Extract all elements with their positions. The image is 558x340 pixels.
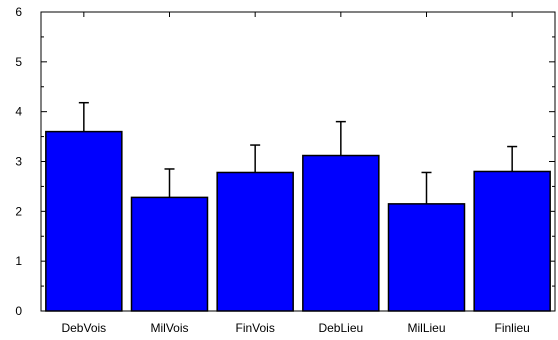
y-tick-label-4: 4 xyxy=(15,105,22,119)
x-tick-label-MilVois: MilVois xyxy=(150,321,188,335)
y-tick-label-5: 5 xyxy=(15,55,22,69)
x-axis: DebVois MilVois FinVois DebLieu MilLieu Finli… xyxy=(61,12,530,335)
bar-FinVois xyxy=(216,171,294,312)
y-tick-label-3: 3 xyxy=(15,155,22,169)
y-tick-label-0: 0 xyxy=(15,304,22,318)
y-tick-label-1: 1 xyxy=(15,254,22,268)
bar-MilLieu xyxy=(387,203,466,312)
y-tick-label-2: 2 xyxy=(15,204,22,218)
bar-DebLieu xyxy=(302,154,380,312)
x-tick-label-FinVois: FinVois xyxy=(235,321,274,335)
x-tick-label-Finlieu: Finlieu xyxy=(494,321,529,335)
plot-border xyxy=(40,11,556,312)
x-tick-label-DebVois: DebVois xyxy=(61,321,106,335)
error-bars xyxy=(78,101,518,204)
bar-Finlieu xyxy=(473,170,551,312)
bars xyxy=(45,130,551,312)
x-tick-label-DebLieu: DebLieu xyxy=(318,321,363,335)
bar-DebVois xyxy=(45,130,123,312)
x-tick-label-MilLieu: MilLieu xyxy=(407,321,445,335)
plot-frame xyxy=(40,11,556,312)
y-tick-label-6: 6 xyxy=(15,5,22,19)
bar-MilVois xyxy=(130,196,209,312)
